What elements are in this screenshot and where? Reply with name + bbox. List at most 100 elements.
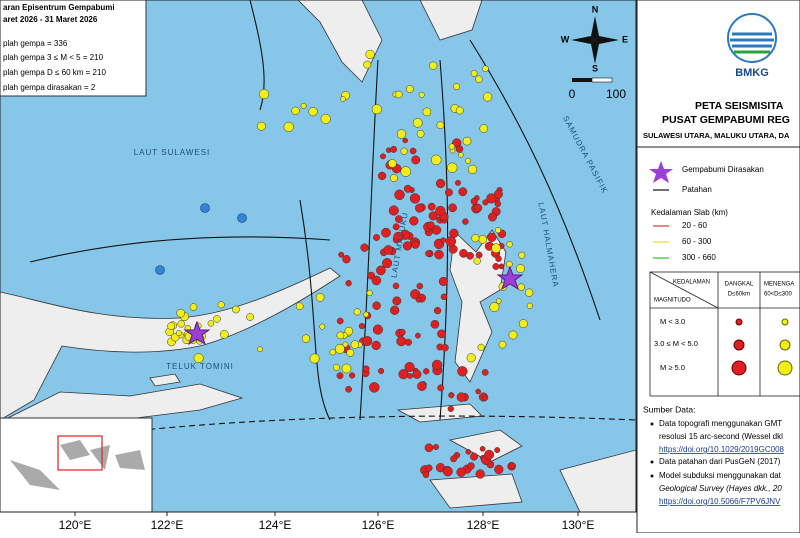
info-title: aran Episentrum Gempabumi bbox=[3, 3, 115, 12]
epicenter bbox=[456, 467, 466, 477]
lon-label: 124°E bbox=[259, 518, 292, 532]
info-line: plah gempa dirasakan = 2 bbox=[3, 83, 96, 92]
epicenter bbox=[508, 330, 518, 340]
epicenter bbox=[465, 157, 472, 164]
epicenter bbox=[371, 275, 382, 286]
epicenter bbox=[344, 326, 354, 336]
info-period: aret 2026 - 31 Maret 2026 bbox=[3, 15, 98, 24]
epicenter bbox=[422, 107, 432, 117]
epicenter bbox=[207, 320, 215, 327]
epicenter bbox=[395, 90, 403, 99]
epicenter bbox=[332, 363, 340, 371]
epicenter bbox=[450, 455, 458, 463]
epicenter bbox=[383, 245, 394, 255]
epicenter bbox=[466, 353, 476, 363]
epicenter bbox=[404, 338, 412, 346]
scale-label: 0 bbox=[569, 87, 576, 101]
epicenter bbox=[422, 471, 430, 479]
epicenter bbox=[433, 444, 439, 450]
inset-map bbox=[0, 417, 153, 513]
longitude-axis: 120°E 122°E 124°E 126°E 128°E 130°E bbox=[59, 512, 594, 532]
epicenter bbox=[336, 331, 345, 340]
source-line: https://doi.org/10.5066/F7PV6JNV bbox=[659, 497, 781, 506]
epicenter bbox=[478, 235, 488, 244]
epicenter bbox=[377, 171, 387, 181]
legend-slab-title: Kedalaman Slab (km) bbox=[651, 208, 728, 217]
epicenter bbox=[409, 147, 417, 155]
epicenter bbox=[394, 189, 405, 201]
epicenter bbox=[417, 381, 427, 391]
epicenter bbox=[336, 317, 344, 325]
legend-slab: 300 - 660 bbox=[682, 253, 716, 262]
epicenter bbox=[393, 231, 404, 243]
epicenter bbox=[416, 282, 424, 290]
sea-label: LAUT SULAWESI bbox=[134, 148, 211, 157]
epicenter bbox=[219, 329, 229, 339]
lon-label: 128°E bbox=[467, 518, 500, 532]
epicenter bbox=[423, 368, 430, 375]
epicenter bbox=[447, 405, 454, 412]
epicenter bbox=[360, 243, 369, 252]
epicenter bbox=[437, 384, 445, 392]
table-header: KEDALAMAN bbox=[673, 280, 710, 286]
epicenter bbox=[382, 258, 393, 269]
epicenter bbox=[390, 145, 398, 153]
epicenter bbox=[412, 369, 422, 379]
info-line: plah gempa D ≤ 60 km = 210 bbox=[3, 68, 106, 77]
epicenter bbox=[448, 203, 457, 213]
epicenter bbox=[362, 365, 370, 373]
epicenter bbox=[425, 464, 433, 472]
lon-label: 126°E bbox=[362, 518, 395, 532]
epicenter bbox=[319, 323, 326, 330]
table-row: M < 3.0 bbox=[660, 317, 685, 326]
epicenter bbox=[392, 282, 400, 290]
table-row: 3.0 ≤ M < 5.0 bbox=[654, 339, 698, 348]
epicenter bbox=[341, 363, 352, 374]
table-header: D≤60km bbox=[728, 292, 750, 298]
epicenter bbox=[398, 328, 406, 336]
epicenter bbox=[411, 240, 420, 249]
epicenter bbox=[448, 392, 455, 399]
epicenter bbox=[462, 136, 472, 146]
epicenter bbox=[411, 155, 421, 165]
epicenter bbox=[430, 319, 440, 329]
epicenter bbox=[415, 203, 425, 213]
epicenter bbox=[345, 385, 352, 393]
panel-subtitle: SULAWESI UTARA, MALUKU UTARA, DA bbox=[643, 131, 790, 140]
epicenter bbox=[508, 462, 516, 470]
epicenter bbox=[342, 341, 349, 348]
epicenter bbox=[396, 336, 407, 347]
epicenter bbox=[475, 388, 481, 395]
epicenter bbox=[489, 302, 500, 313]
epicenter bbox=[491, 243, 501, 254]
epicenter bbox=[438, 276, 448, 286]
map-frame bbox=[0, 0, 637, 513]
epicenter bbox=[412, 117, 423, 128]
epicenter bbox=[425, 250, 432, 257]
epicenter bbox=[200, 203, 210, 213]
epicenter bbox=[487, 232, 497, 242]
epicenter bbox=[498, 263, 505, 270]
epicenter bbox=[371, 104, 382, 115]
epicenter bbox=[435, 205, 446, 217]
epicenter bbox=[407, 373, 413, 379]
lon-label: 122°E bbox=[151, 518, 184, 532]
epicenter bbox=[494, 200, 502, 208]
epicenter bbox=[362, 336, 373, 346]
sea-label: TELUK TOMINI bbox=[166, 362, 234, 371]
epicenter bbox=[175, 329, 182, 337]
epicenter bbox=[447, 162, 458, 173]
compass-e: E bbox=[622, 34, 628, 44]
source-line: Data topografi menggunakan GMT bbox=[659, 419, 782, 428]
table-header: DANGKAL bbox=[725, 282, 754, 288]
epicenter bbox=[387, 159, 397, 168]
epicenter bbox=[484, 449, 495, 460]
epicenter bbox=[189, 303, 198, 311]
side-panel: BMKG PETA SEISMISITA PUSAT GEMPABUMI REG… bbox=[636, 0, 800, 534]
epicenter bbox=[467, 462, 475, 470]
epicenter bbox=[428, 211, 438, 221]
epicenter bbox=[458, 152, 464, 158]
epicenter bbox=[427, 202, 436, 211]
agency: BMKG bbox=[735, 67, 769, 79]
epicenter bbox=[424, 443, 434, 453]
